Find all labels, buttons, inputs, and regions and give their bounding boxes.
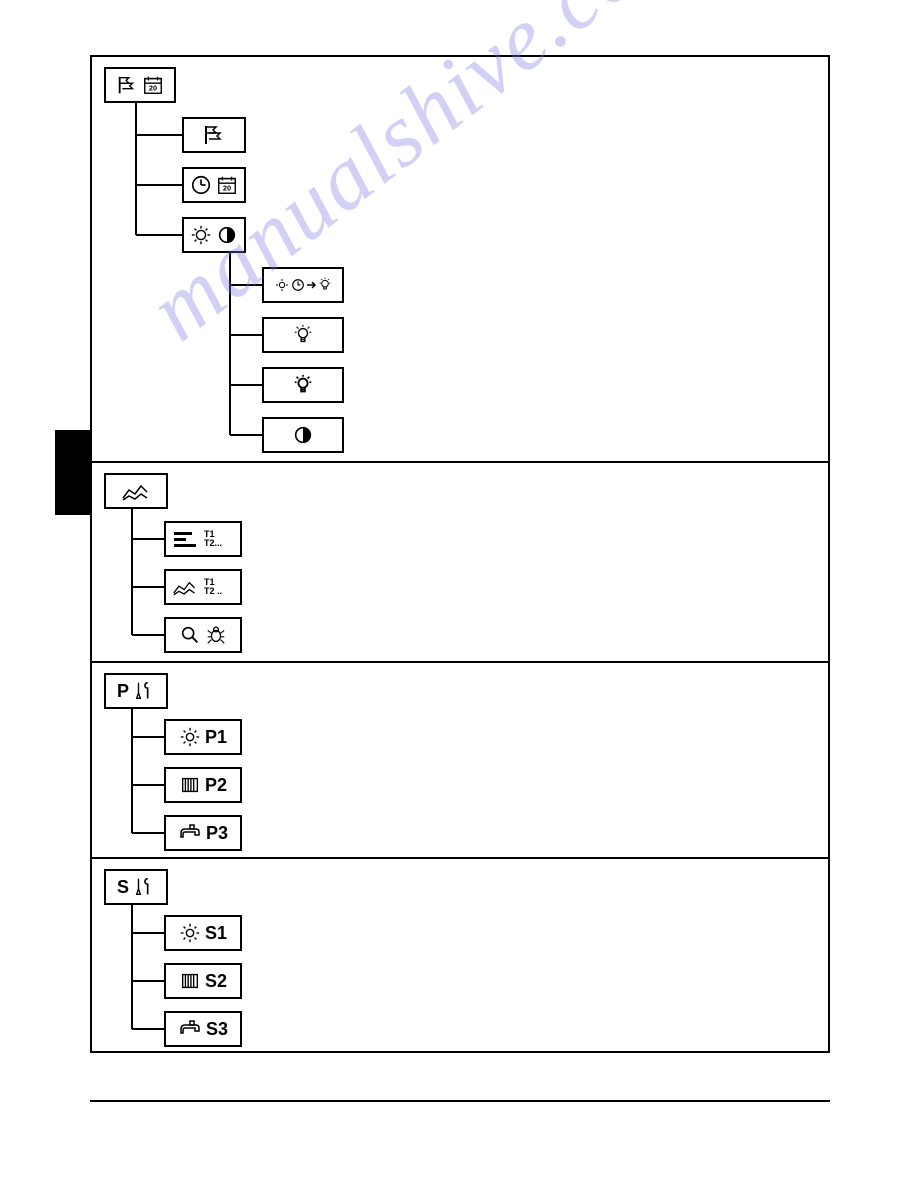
section-1: 20 20 [90,55,830,461]
node-bulb-1 [262,317,344,353]
radiator-icon [179,774,201,796]
clock-icon [190,174,212,196]
node-chart-t: T1 T2 .. [164,569,242,605]
node-sun-contrast [182,217,246,253]
tap-icon [178,823,202,843]
gear-icon [179,726,201,748]
p-label: P [117,681,129,702]
s-label: S [117,877,129,898]
calendar-20-icon: 20 [216,174,238,196]
bug-icon [205,624,227,646]
node-p2: P2 [164,767,242,803]
bottom-rule [90,1100,830,1102]
s3-label: S3 [206,1019,228,1040]
svg-text:20: 20 [223,184,231,193]
radiator-icon [179,970,201,992]
root-flags-calendar: 20 [104,67,176,103]
p2-label: P2 [205,775,227,796]
bulb-icon [292,324,314,346]
node-clock-calendar: 20 [182,167,246,203]
svg-text:20: 20 [149,84,157,93]
flags-icon [116,74,138,96]
node-flags [182,117,246,153]
root-p-tools: P [104,673,168,709]
root-s-tools: S [104,869,168,905]
node-p3: P3 [164,815,242,851]
diagram-page: 20 20 [90,55,830,1053]
sun-small-icon [274,277,290,293]
clock-small-icon [291,278,305,292]
p1-label: P1 [205,727,227,748]
t-labels: T1 T2... [204,530,222,548]
node-s1: S1 [164,915,242,951]
section-2: T1 T2... T1 T2 .. [90,461,830,661]
bulb-small-icon [317,277,333,293]
node-bars-t: T1 T2... [164,521,242,557]
node-bulb-2 [262,367,344,403]
node-s3: S3 [164,1011,242,1047]
s2-label: S2 [205,971,227,992]
node-s2: S2 [164,963,242,999]
node-magnify-bug [164,617,242,653]
half-circle-icon [216,224,238,246]
s1-label: S1 [205,923,227,944]
t-labels: T1 T2 .. [204,578,222,596]
flags-icon [202,123,226,147]
calendar-20-icon: 20 [142,74,164,96]
bars-icon [172,528,198,550]
node-transition [262,267,344,303]
p3-label: P3 [206,823,228,844]
gear-icon [179,922,201,944]
half-circle-icon [292,424,314,446]
sun-icon [190,224,212,246]
bulb-bold-icon [292,374,314,396]
node-contrast [262,417,344,453]
wrench-screwdriver-icon [133,876,155,898]
magnify-icon [179,624,201,646]
chart-line-icon [172,576,198,598]
root-chart [104,473,168,509]
chart-line-icon [121,480,151,502]
node-p1: P1 [164,719,242,755]
wrench-screwdriver-icon [133,680,155,702]
section-4: S S1 S2 S3 [90,857,830,1053]
page-tab [55,430,90,515]
section-3: P P1 P2 P3 [90,661,830,857]
arrow-right-icon [306,280,316,290]
tap-icon [178,1019,202,1039]
